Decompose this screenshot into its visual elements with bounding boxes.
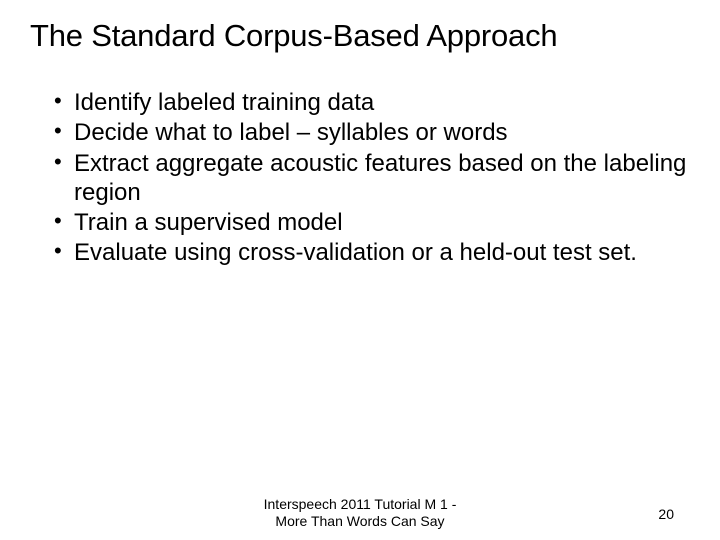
bullet-item: Identify labeled training data	[54, 88, 690, 117]
bullet-item: Evaluate using cross-validation or a hel…	[54, 238, 690, 267]
bullet-list: Identify labeled training data Decide wh…	[30, 88, 690, 268]
slide-container: The Standard Corpus-Based Approach Ident…	[0, 0, 720, 540]
footer-line-1: Interspeech 2011 Tutorial M 1 -	[264, 496, 457, 513]
slide-title: The Standard Corpus-Based Approach	[30, 18, 690, 54]
footer-line-2: More Than Words Can Say	[264, 513, 457, 530]
footer-text: Interspeech 2011 Tutorial M 1 - More Tha…	[264, 496, 457, 530]
slide-footer: Interspeech 2011 Tutorial M 1 - More Tha…	[0, 496, 720, 530]
page-number: 20	[658, 506, 674, 522]
bullet-item: Decide what to label – syllables or word…	[54, 118, 690, 147]
bullet-item: Extract aggregate acoustic features base…	[54, 149, 690, 208]
bullet-item: Train a supervised model	[54, 208, 690, 237]
